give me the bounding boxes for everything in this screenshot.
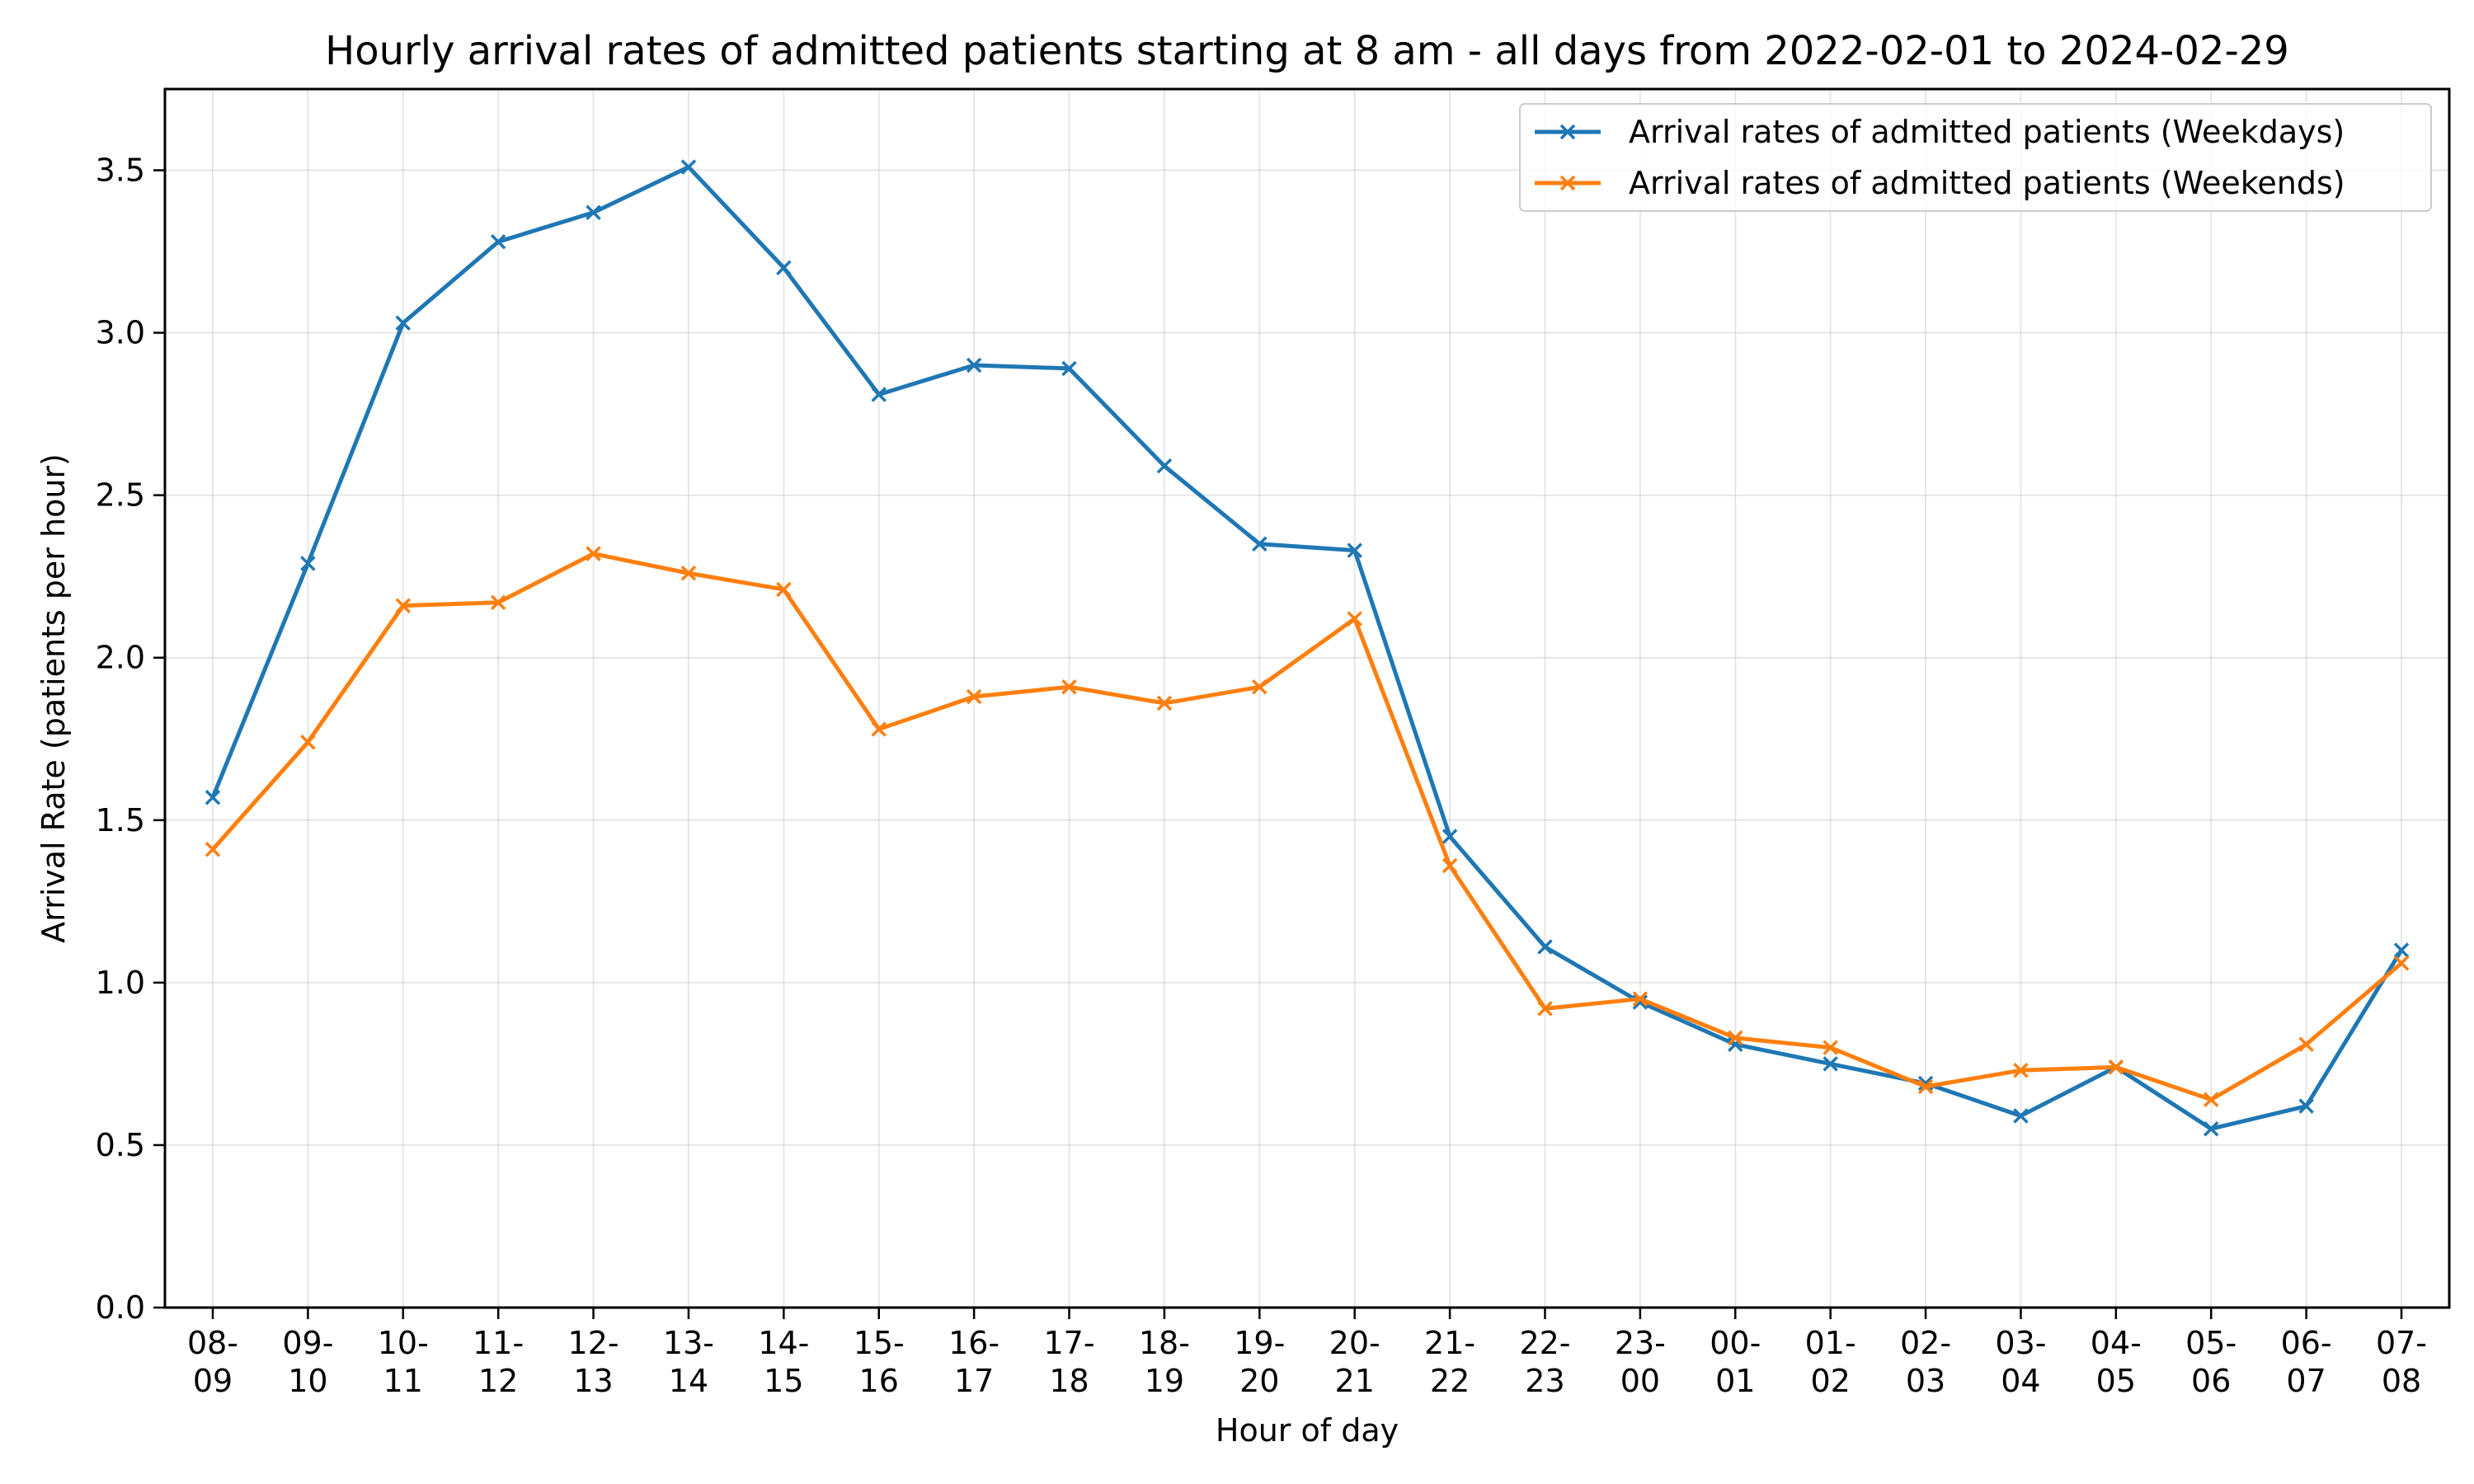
legend-item: Arrival rates of admitted patients (Week…	[1535, 165, 2345, 201]
x-tick-label: 01-02	[1805, 1325, 1856, 1399]
data-point	[490, 234, 506, 250]
legend-label: Arrival rates of admitted patients (Week…	[1629, 114, 2345, 150]
legend-marker	[1559, 124, 1576, 140]
data-point	[1442, 857, 1458, 874]
x-tick-label: 06-07	[2281, 1325, 2332, 1399]
data-point	[2393, 955, 2410, 971]
legend-label: Arrival rates of admitted patients (Week…	[1629, 165, 2345, 201]
data-point	[2013, 1063, 2029, 1078]
grid-lines	[165, 89, 2449, 1308]
x-tick-label: 00-01	[1710, 1325, 1761, 1399]
data-point	[2203, 1092, 2219, 1107]
y-axis: 0.0 0.5 1.0 1.5 2.0 2.5 3.0 3.5	[96, 153, 165, 1326]
data-point	[871, 721, 887, 737]
data-point	[1252, 536, 1268, 552]
data-point	[490, 594, 506, 610]
x-tick-label: 13-14	[663, 1325, 714, 1399]
legend: Arrival rates of admitted patients (Week…	[1519, 103, 2432, 212]
x-tick-label: 02-03	[1900, 1325, 1951, 1399]
data-point	[680, 159, 697, 175]
y-tick-label: 3.5	[96, 153, 145, 189]
data-point	[1823, 1040, 1838, 1055]
x-tick-label: 15-16	[854, 1325, 905, 1399]
y-tick-label: 0.5	[96, 1127, 145, 1163]
x-tick-label: 04-05	[2091, 1325, 2142, 1399]
data-point	[1537, 1001, 1553, 1017]
y-tick-label: 1.5	[96, 802, 145, 838]
y-tick-label: 0.0	[96, 1289, 145, 1326]
data-point	[966, 357, 982, 373]
x-tick-label: 19-20	[1234, 1325, 1285, 1399]
x-axis-label: Hour of day	[1216, 1412, 1399, 1449]
data-point	[205, 789, 221, 805]
data-point	[1537, 939, 1553, 955]
series-line	[210, 165, 2404, 1131]
y-tick-label: 2.0	[96, 640, 145, 676]
data-point	[776, 581, 792, 598]
y-axis-label: Arrival Rate (patients per hour)	[35, 453, 72, 943]
y-tick-label: 1.0	[96, 965, 145, 1001]
data-point	[1156, 695, 1173, 711]
x-tick-label: 12-13	[568, 1325, 619, 1399]
data-point	[966, 688, 982, 705]
chart-title: Hourly arrival rates of admitted patient…	[325, 28, 2289, 74]
data-point	[2203, 1120, 2219, 1137]
series-layer	[205, 159, 2410, 1137]
data-point	[1061, 360, 1077, 377]
data-point	[1061, 679, 1077, 695]
x-tick-label: 17-18	[1043, 1325, 1094, 1399]
x-tick-label: 23-00	[1615, 1325, 1666, 1399]
data-point	[1156, 458, 1173, 474]
data-point	[871, 387, 887, 402]
y-tick-label: 2.5	[96, 477, 145, 514]
y-tick-label: 3.0	[96, 315, 145, 351]
series-line	[211, 552, 2403, 1102]
data-point	[1632, 991, 1649, 1007]
x-tick-label: 07-08	[2376, 1325, 2427, 1399]
data-point	[300, 734, 316, 750]
legend-marker	[1559, 175, 1576, 191]
x-tick-label: 10-11	[378, 1325, 429, 1399]
data-point	[205, 842, 221, 857]
x-tick-label: 14-15	[758, 1325, 809, 1399]
x-tick-label: 09-10	[282, 1325, 333, 1399]
data-point	[2108, 1059, 2124, 1075]
x-tick-label: 05-06	[2185, 1325, 2236, 1399]
x-tick-label: 16-17	[948, 1325, 999, 1399]
x-tick-label: 11-12	[473, 1325, 524, 1399]
data-point	[395, 598, 412, 613]
legend-box	[1519, 103, 2432, 212]
data-point	[300, 556, 316, 571]
x-tick-label: 18-19	[1139, 1325, 1190, 1399]
data-point	[2013, 1108, 2029, 1124]
data-point	[2298, 1098, 2314, 1114]
x-tick-label: 03-04	[1995, 1325, 2046, 1399]
legend-item: Arrival rates of admitted patients (Week…	[1535, 114, 2345, 150]
data-point	[1442, 829, 1458, 844]
plot-frame	[163, 87, 2451, 1309]
data-point	[1728, 1030, 1743, 1046]
x-tick-label: 22-23	[1519, 1325, 1570, 1399]
data-point	[1252, 679, 1268, 695]
data-point	[776, 260, 792, 276]
data-point	[395, 315, 412, 331]
data-point	[1917, 1078, 1934, 1095]
x-tick-label: 08-09	[187, 1325, 238, 1399]
data-point	[1823, 1056, 1838, 1072]
series-weekends	[205, 546, 2410, 1107]
x-tick-label: 21-22	[1424, 1325, 1475, 1399]
data-point	[2393, 942, 2410, 958]
data-point	[586, 546, 601, 561]
data-point	[2298, 1036, 2314, 1052]
data-point	[1347, 542, 1362, 558]
series-weekdays	[205, 159, 2410, 1137]
x-axis: 08-09 09-10 10-11 11-12 12-13 13-14 14-15 15-16…	[187, 1308, 2427, 1399]
data-point	[586, 204, 601, 221]
x-tick-label: 20-21	[1329, 1325, 1380, 1399]
data-point	[1347, 611, 1362, 627]
data-point	[680, 566, 697, 581]
